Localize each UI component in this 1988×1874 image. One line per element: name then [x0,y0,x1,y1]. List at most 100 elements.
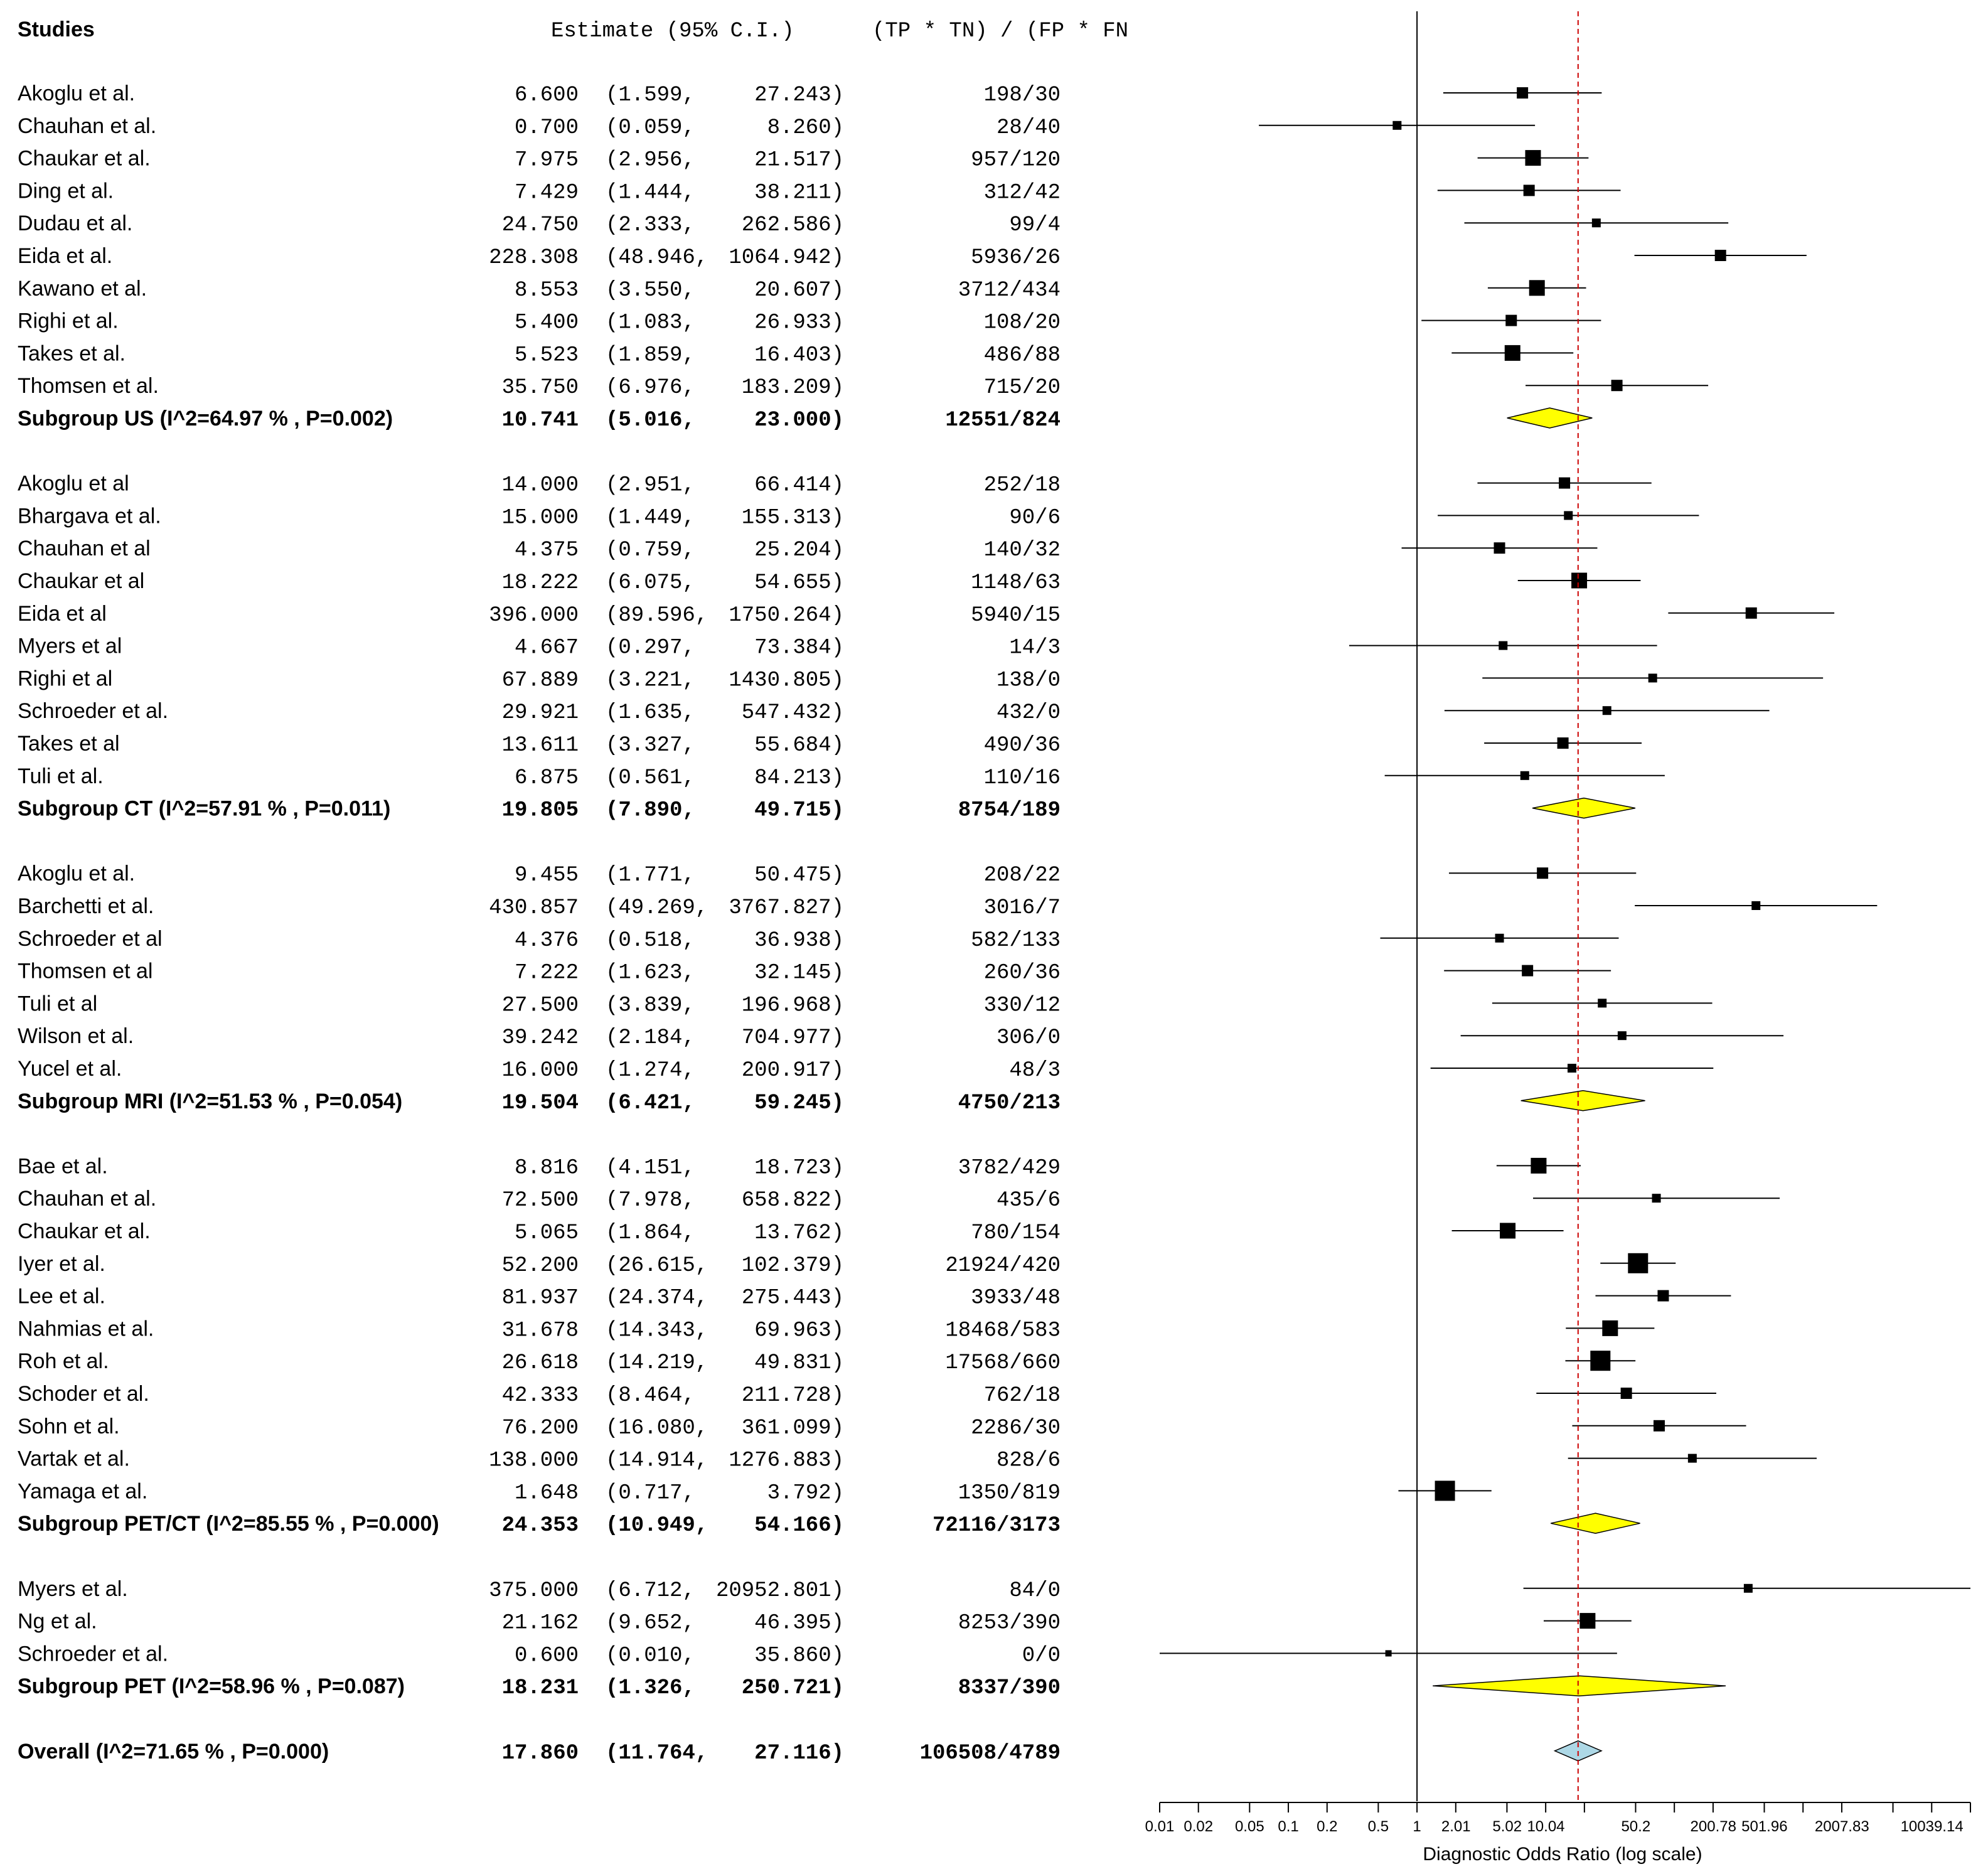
ci-upper: 250.721) [742,1676,844,1700]
estimate-box [1495,933,1504,943]
ci-lower: (14.343, [606,1319,708,1342]
x-tick-label: 0.2 [1317,1818,1337,1835]
ratio-value: 2286/30 [971,1416,1061,1440]
estimate-box [1648,673,1657,683]
subgroup-diamond [1532,797,1636,819]
ratio-value: 780/154 [971,1221,1061,1245]
x-tick-label: 1 [1413,1818,1421,1835]
estimate-value: 138.000 [489,1449,579,1473]
estimate-value: 4.376 [515,929,579,953]
ci-upper: 275.443) [742,1287,844,1310]
estimate-value: 39.242 [502,1026,579,1050]
study-name: Subgroup PET/CT (I^2=85.55 % , P=0.000) [18,1512,439,1536]
header-estimate: Estimate (95% C.I.) [551,19,794,43]
estimate-value: 26.618 [502,1351,579,1375]
ci-upper: 69.963) [754,1319,844,1342]
ratio-value: 330/12 [984,993,1061,1017]
estimate-value: 4.667 [515,636,579,660]
estimate-value: 228.308 [489,246,579,270]
ci-lower: (3.839, [606,993,695,1017]
study-name: Subgroup PET (I^2=58.96 % , P=0.087) [18,1674,405,1698]
estimate-box [1591,218,1601,228]
table-rows: Akoglu et al. 6.600 (1.599, 27.243) 198/30 Ch… [18,82,1061,1765]
ratio-value: 17568/660 [945,1351,1061,1375]
estimate-value: 42.333 [502,1384,579,1408]
ci-upper: 49.831) [754,1351,844,1375]
estimate-value: 21.162 [502,1612,579,1636]
ci-lower: (0.010, [606,1644,695,1668]
study-name: Vartak et al. [18,1447,130,1471]
ratio-value: 14/3 [1009,636,1061,660]
estimate-box [1435,1480,1455,1501]
estimate-value: 7.429 [515,181,579,205]
study-name: Bae et al. [18,1154,108,1178]
x-tick-label: 0.01 [1145,1818,1175,1835]
study-name: Barchetti et al. [18,894,154,918]
ci-lower: (9.652, [606,1612,695,1636]
ci-lower: (10.949, [606,1514,708,1538]
ci-lower: (1.635, [606,701,695,725]
ci-upper: 21.517) [754,149,844,173]
estimate-value: 375.000 [489,1579,579,1603]
ratio-value: 486/88 [984,343,1061,367]
ci-upper: 8.260) [767,116,844,140]
ci-lower: (4.151, [606,1156,695,1180]
ratio-value: 260/36 [984,961,1061,985]
study-name: Chauhan et al [18,537,151,560]
ratio-value: 0/0 [1022,1644,1061,1668]
estimate-value: 24.353 [502,1514,579,1538]
estimate-value: 6.875 [515,766,579,790]
ratio-value: 8754/189 [958,799,1061,823]
ci-lower: (1.771, [606,864,695,887]
ci-lower: (0.561, [606,766,695,790]
ci-lower: (16.080, [606,1416,708,1440]
estimate-box [1571,572,1588,589]
ci-upper: 1430.805) [729,668,844,692]
ci-lower: (1.864, [606,1221,695,1245]
ratio-value: 490/36 [984,734,1061,758]
ci-lower: (0.759, [606,538,695,562]
estimate-value: 7.222 [515,961,579,985]
ci-upper: 16.403) [754,343,844,367]
study-name: Nahmias et al. [18,1317,154,1341]
ci-lower: (2.951, [606,474,695,498]
study-name: Schroeder et al. [18,699,168,723]
study-name: Akoglu et al [18,472,129,496]
study-name: Ng et al. [18,1610,97,1634]
estimate-box [1522,965,1534,977]
ci-lower: (2.333, [606,213,695,237]
estimate-value: 5.523 [515,343,579,367]
ci-lower: (5.016, [606,409,695,432]
estimate-value: 15.000 [502,506,579,530]
estimate-box [1579,1613,1596,1629]
header-ratio: (TP * TN) / (FP * FN [872,19,1128,43]
ratio-value: 3016/7 [984,896,1061,920]
estimate-value: 29.921 [502,701,579,725]
estimate-box [1520,771,1529,780]
study-name: Iyer et al. [18,1252,105,1276]
ci-upper: 13.762) [754,1221,844,1245]
estimate-box [1657,1290,1669,1302]
ci-upper: 20.607) [754,279,844,303]
subgroup-diamond [1520,1090,1645,1111]
estimate-value: 27.500 [502,993,579,1017]
ci-upper: 20952.801) [716,1579,844,1603]
study-name: Akoglu et al. [18,82,135,105]
x-tick-label: 0.05 [1235,1818,1264,1835]
study-name: Roh et al. [18,1349,109,1373]
estimate-value: 14.000 [502,474,579,498]
ratio-value: 138/0 [997,668,1061,692]
ci-lower: (11.764, [606,1742,708,1765]
estimate-box [1537,867,1549,879]
overall-diamond [1553,1740,1603,1762]
x-tick-label: 5.02 [1492,1818,1522,1835]
study-name: Bhargava et al. [18,504,161,528]
estimate-box [1611,380,1623,392]
estimate-value: 6.600 [515,83,579,107]
ci-upper: 262.586) [742,213,844,237]
study-name: Akoglu et al. [18,862,135,886]
ci-upper: 73.384) [754,636,844,660]
estimate-value: 5.400 [515,311,579,335]
ci-upper: 547.432) [742,701,844,725]
estimate-box [1567,1064,1576,1073]
